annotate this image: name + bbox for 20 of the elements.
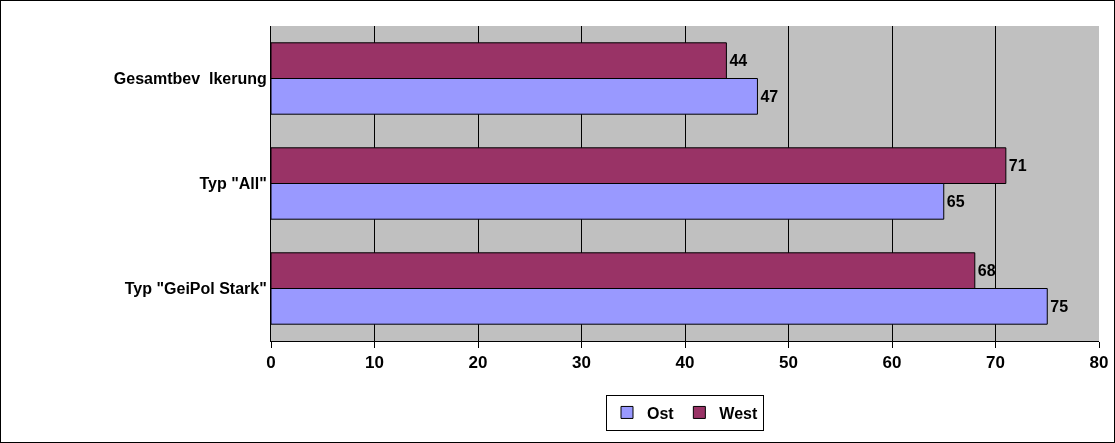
data-label: 44 xyxy=(729,52,748,70)
data-label: 71 xyxy=(1008,157,1027,175)
x-tick-label: 30 xyxy=(572,353,591,373)
x-tick-label: 80 xyxy=(1089,353,1109,373)
x-tick-label: 10 xyxy=(365,353,384,373)
x-tick-label: 50 xyxy=(779,353,798,373)
x-tick-label: 0 xyxy=(266,353,276,373)
data-label: 68 xyxy=(977,262,996,280)
x-tick-label: 70 xyxy=(986,353,1005,373)
x-tick-label: 60 xyxy=(882,353,902,373)
data-label: 47 xyxy=(760,87,779,105)
data-label: 75 xyxy=(1050,297,1069,315)
y-tick-label: Typ "GeiPol Stark" xyxy=(124,280,267,298)
y-tick-label: Typ "All" xyxy=(199,175,267,193)
data-label: 65 xyxy=(946,192,965,210)
legend-label: Ost xyxy=(647,404,675,422)
x-tick-label: 40 xyxy=(675,353,695,373)
y-tick-label: Gesamtbev lkerung xyxy=(113,70,267,88)
x-tick-label: 20 xyxy=(468,353,488,373)
legend-label: West xyxy=(719,404,758,422)
